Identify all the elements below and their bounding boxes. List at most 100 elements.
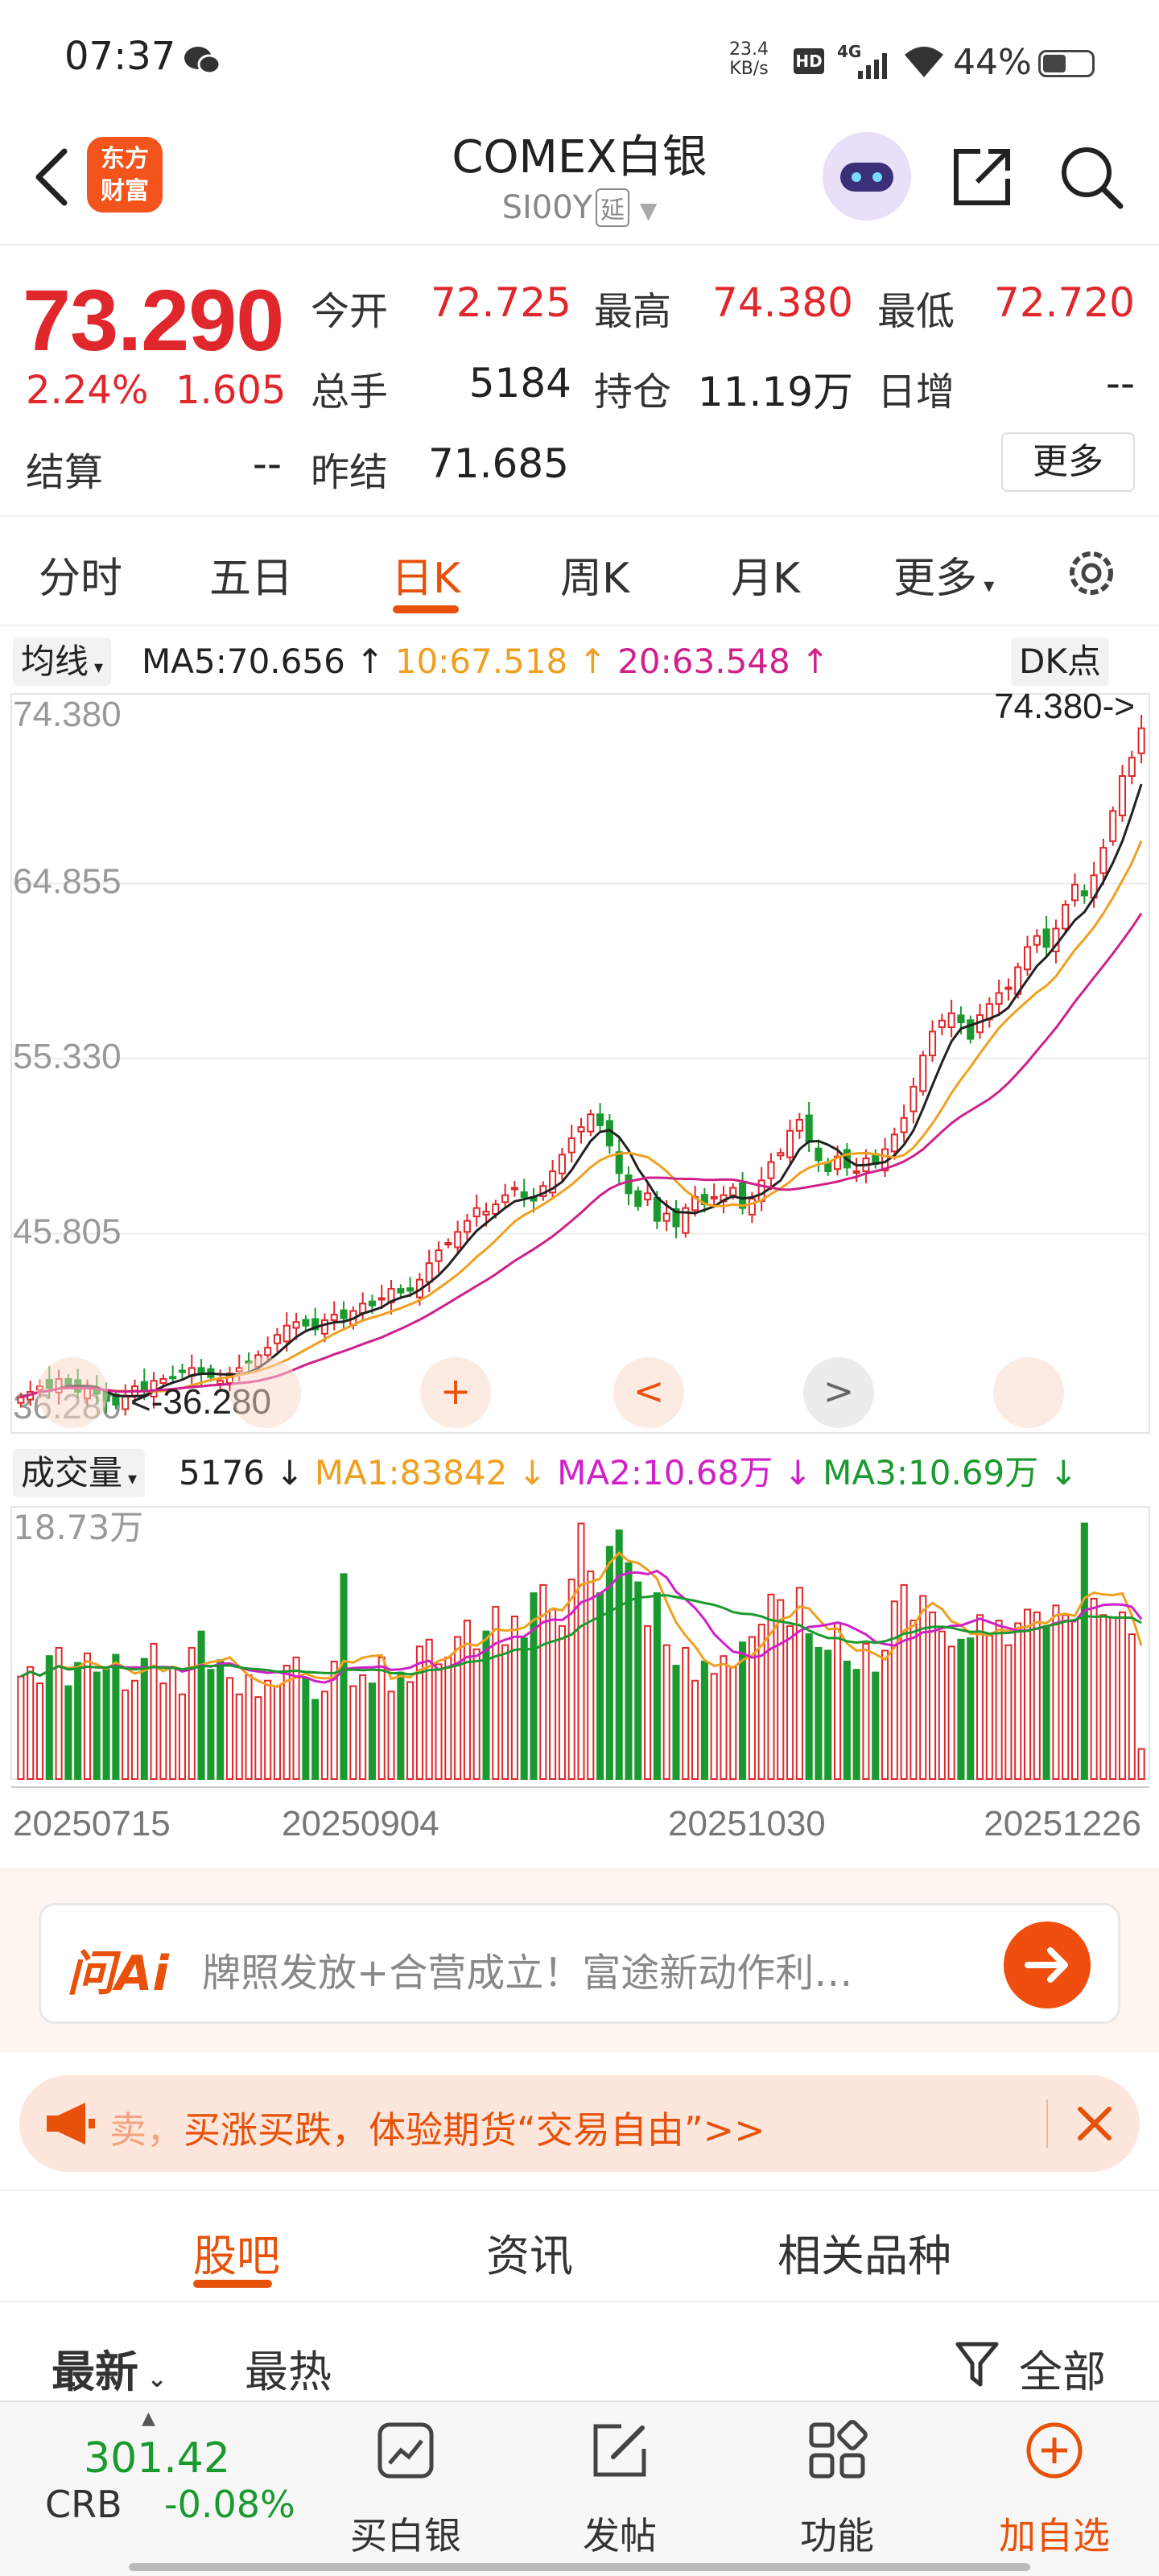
candle-body: [264, 1347, 272, 1356]
volume-bar: [140, 1657, 148, 1781]
add-watchlist-button[interactable]: 加自选: [966, 2402, 1143, 2563]
tab-intraday[interactable]: 分时: [39, 555, 123, 603]
volume-bar: [577, 1522, 585, 1781]
volume-bar: [397, 1671, 405, 1781]
ma-values: MA5:70.656 ↑ 10:67.518 ↑ 20:63.548 ↑: [142, 642, 830, 681]
candle-body: [406, 1287, 415, 1292]
tab-more[interactable]: 更多 ▾: [893, 555, 995, 603]
candle-body: [1128, 757, 1136, 778]
volume-bar: [415, 1645, 423, 1781]
vol-ma3-value: MA3:10.69万: [823, 1453, 1039, 1492]
back-icon[interactable]: [26, 145, 82, 209]
crb-index-value[interactable]: 301.42: [84, 2434, 230, 2483]
vol-ma1-value: MA1:83842: [314, 1453, 508, 1492]
volume-bar: [349, 1685, 357, 1780]
candle-body: [454, 1231, 462, 1249]
candle-body: [292, 1321, 300, 1329]
filter-icon[interactable]: [955, 2339, 1003, 2391]
candle-body: [805, 1114, 813, 1143]
battery-percent: 44%: [953, 42, 1032, 83]
status-bar: 07:37 23.4 KB/s HD 4G 44%: [0, 0, 1159, 121]
volume-bar: [900, 1583, 908, 1781]
volume-bar: [1062, 1614, 1070, 1781]
home-indicator: [129, 2563, 1030, 2571]
symbol-code[interactable]: SI00Y 延 ▼: [501, 188, 658, 227]
edit-icon: [593, 2424, 646, 2477]
active-tab-indicator: [393, 605, 459, 613]
candle-body: [928, 1030, 937, 1057]
ai-robot-icon[interactable]: [823, 132, 911, 221]
ai-search-box[interactable]: 问Ai 牌照发放+合营成立！富途新动作利…: [39, 1903, 1120, 2024]
volume-bar: [947, 1645, 955, 1781]
chevron-down-icon: ▼: [639, 197, 658, 224]
volume-bar: [995, 1620, 1003, 1781]
tab-related[interactable]: 相关品种: [777, 2231, 951, 2281]
volume-bar: [510, 1615, 518, 1780]
volume-bar: [35, 1682, 44, 1780]
volume-selector[interactable]: 成交量 ▾: [13, 1449, 146, 1497]
volume-bar: [567, 1579, 575, 1781]
candle-body: [1033, 935, 1041, 946]
volume-bar: [530, 1592, 538, 1780]
candle-body: [777, 1152, 785, 1157]
volume-bar: [672, 1665, 680, 1780]
chart-control-label: +: [440, 1369, 472, 1413]
candle-body: [377, 1297, 386, 1301]
volume-bar: [1033, 1611, 1041, 1780]
volume-bar: [824, 1649, 832, 1780]
volume-bar: [406, 1681, 415, 1781]
tab-five-day[interactable]: 五日: [209, 555, 294, 603]
ma20-line: [20, 912, 1143, 1399]
ma5-value: MA5:70.656: [142, 642, 345, 681]
tab-weekly-k[interactable]: 周K: [560, 555, 630, 603]
candle-body: [900, 1117, 908, 1133]
search-icon[interactable]: [1058, 143, 1125, 211]
close-icon[interactable]: [1064, 2093, 1125, 2154]
volume-value: 5176: [179, 1453, 265, 1492]
share-icon[interactable]: [948, 143, 1016, 211]
volume-bar: [1070, 1620, 1079, 1781]
gear-icon[interactable]: [1061, 543, 1122, 604]
volume-bar: [501, 1644, 509, 1780]
filter-all[interactable]: 全部: [1019, 2347, 1106, 2397]
ma-selector[interactable]: 均线 ▾: [13, 638, 112, 686]
volume-bar: [83, 1652, 92, 1780]
candle-body: [1109, 810, 1117, 842]
tab-news[interactable]: 资讯: [486, 2231, 573, 2281]
volume-bar: [425, 1638, 433, 1780]
volume-bar: [1042, 1624, 1050, 1781]
volume-bar: [558, 1624, 566, 1781]
functions-button[interactable]: 功能: [749, 2402, 926, 2563]
volume-bar: [112, 1653, 120, 1780]
kline-chart[interactable]: 74.38064.85555.33045.80536.28074.380-><-…: [0, 628, 1159, 1860]
volume-bar: [653, 1592, 661, 1780]
x-tick-label: 20251030: [668, 1804, 826, 1843]
volume-bar: [207, 1669, 215, 1781]
volume-bar: [862, 1642, 870, 1781]
settle-label: 结算: [26, 450, 104, 495]
daily-increase-value: --: [1105, 360, 1135, 407]
arrow-right-icon[interactable]: [1004, 1922, 1091, 2008]
more-button[interactable]: 更多: [1001, 432, 1135, 492]
volume-bar: [795, 1587, 803, 1781]
sort-latest[interactable]: 最新 ⌄: [52, 2347, 167, 2397]
volume-bar: [302, 1677, 310, 1780]
price-panel-frame: [10, 693, 1150, 1434]
tab-daily-k[interactable]: 日K: [391, 555, 461, 603]
post-button[interactable]: 发帖: [531, 2402, 708, 2563]
volume-bar: [720, 1655, 728, 1781]
candle-body: [938, 1019, 946, 1028]
promo-banner[interactable]: 卖，买涨买跌，体验期货“交易自由”>>: [19, 2075, 1140, 2172]
volume-bar: [1023, 1608, 1032, 1780]
volume-bar: [482, 1630, 490, 1780]
volume-bar: [615, 1529, 623, 1780]
dk-point-button[interactable]: DK点: [1011, 638, 1109, 686]
tab-forum[interactable]: 股吧: [193, 2231, 280, 2281]
wifi-icon: [905, 47, 943, 77]
sort-hot[interactable]: 最热: [245, 2347, 332, 2397]
buy-silver-button[interactable]: 买白银: [317, 2402, 494, 2563]
volume-bar: [55, 1647, 63, 1780]
volume-bar: [1109, 1616, 1117, 1781]
chart-control-button: [230, 1357, 301, 1428]
tab-monthly-k[interactable]: 月K: [731, 555, 801, 603]
